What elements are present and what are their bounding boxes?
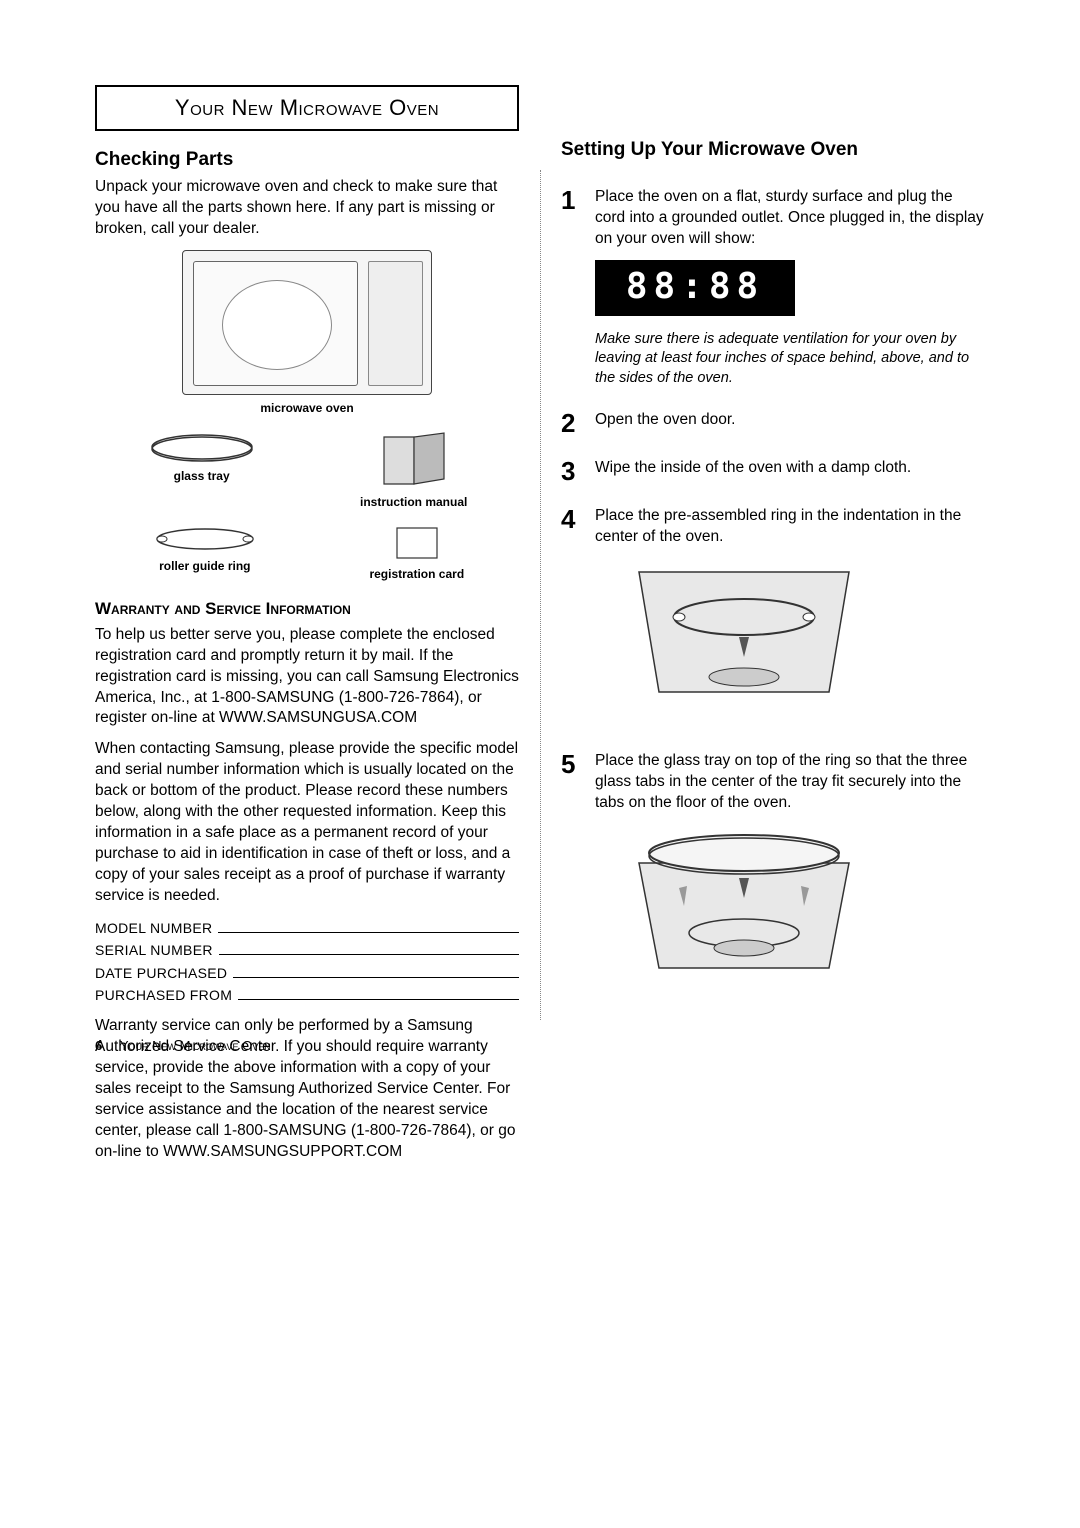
checking-parts-heading: Checking Parts [95,149,519,171]
step-1: 1 Place the oven on a flat, sturdy surfa… [561,187,985,388]
step-1-text: Place the oven on a flat, sturdy surface… [595,188,984,247]
setup-heading: Setting Up Your Microwave Oven [561,139,985,161]
step-5: 5 Place the glass tray on top of the rin… [561,751,985,995]
card-label: registration card [369,567,464,581]
field-date-line[interactable] [233,962,519,978]
step-3: 3 Wipe the inside of the oven with a dam… [561,458,985,484]
field-model-label: MODEL NUMBER [95,917,212,939]
left-column: Your New Microwave Oven Checking Parts U… [95,85,519,1173]
right-column: Setting Up Your Microwave Oven 1 Place t… [561,85,985,1173]
field-from-label: PURCHASED FROM [95,984,232,1006]
step-4: 4 Place the pre-assembled ring in the in… [561,506,985,729]
footer-section-name: Your New Microwave Oven [120,1038,271,1053]
section-banner: Your New Microwave Oven [95,85,519,131]
field-model-line[interactable] [218,917,519,933]
step-1-number: 1 [561,187,581,388]
roller-label: roller guide ring [150,559,260,573]
step-5-text: Place the glass tray on top of the ring … [595,752,967,811]
manual-label: instruction manual [360,495,467,509]
tray-placement-illustration [629,828,859,978]
microwave-label: microwave oven [95,401,519,415]
checking-parts-body: Unpack your microwave oven and check to … [95,177,519,240]
parts-figure: microwave oven glass tray instruction ma… [95,250,519,581]
step-1-note: Make sure there is adequate ventilation … [595,330,985,389]
ring-placement-illustration [629,562,859,712]
field-serial-line[interactable] [219,939,519,955]
step-2-text: Open the oven door. [595,410,985,436]
page-footer: 6 Your New Microwave Oven [95,1038,271,1053]
field-date-label: DATE PURCHASED [95,962,227,984]
field-serial-label: SERIAL NUMBER [95,939,213,961]
warranty-heading: Warranty and Service Information [95,599,519,619]
display-value: 88:88 [626,263,764,312]
oven-display: 88:88 [595,260,795,316]
step-5-number: 5 [561,751,581,995]
roller-ring-icon [150,523,260,555]
step-2-number: 2 [561,410,581,436]
warranty-p1: To help us better serve you, please comp… [95,625,519,730]
glass-tray-icon [147,429,257,465]
step-4-text: Place the pre-assembled ring in the inde… [595,507,961,545]
microwave-illustration [182,250,432,395]
step-2: 2 Open the oven door. [561,410,985,436]
manual-icon [374,429,454,491]
banner-title: Your New Microwave Oven [175,95,439,120]
card-icon [392,523,442,563]
step-3-number: 3 [561,458,581,484]
field-from-line[interactable] [238,984,519,1000]
column-divider [540,170,541,1020]
page-number: 6 [95,1038,102,1053]
step-3-text: Wipe the inside of the oven with a damp … [595,458,985,484]
info-fields: MODEL NUMBER SERIAL NUMBER DATE PURCHASE… [95,917,519,1007]
warranty-p2: When contacting Samsung, please provide … [95,739,519,906]
step-4-number: 4 [561,506,581,729]
setup-steps: 1 Place the oven on a flat, sturdy surfa… [561,187,985,995]
glass-tray-label: glass tray [147,469,257,483]
